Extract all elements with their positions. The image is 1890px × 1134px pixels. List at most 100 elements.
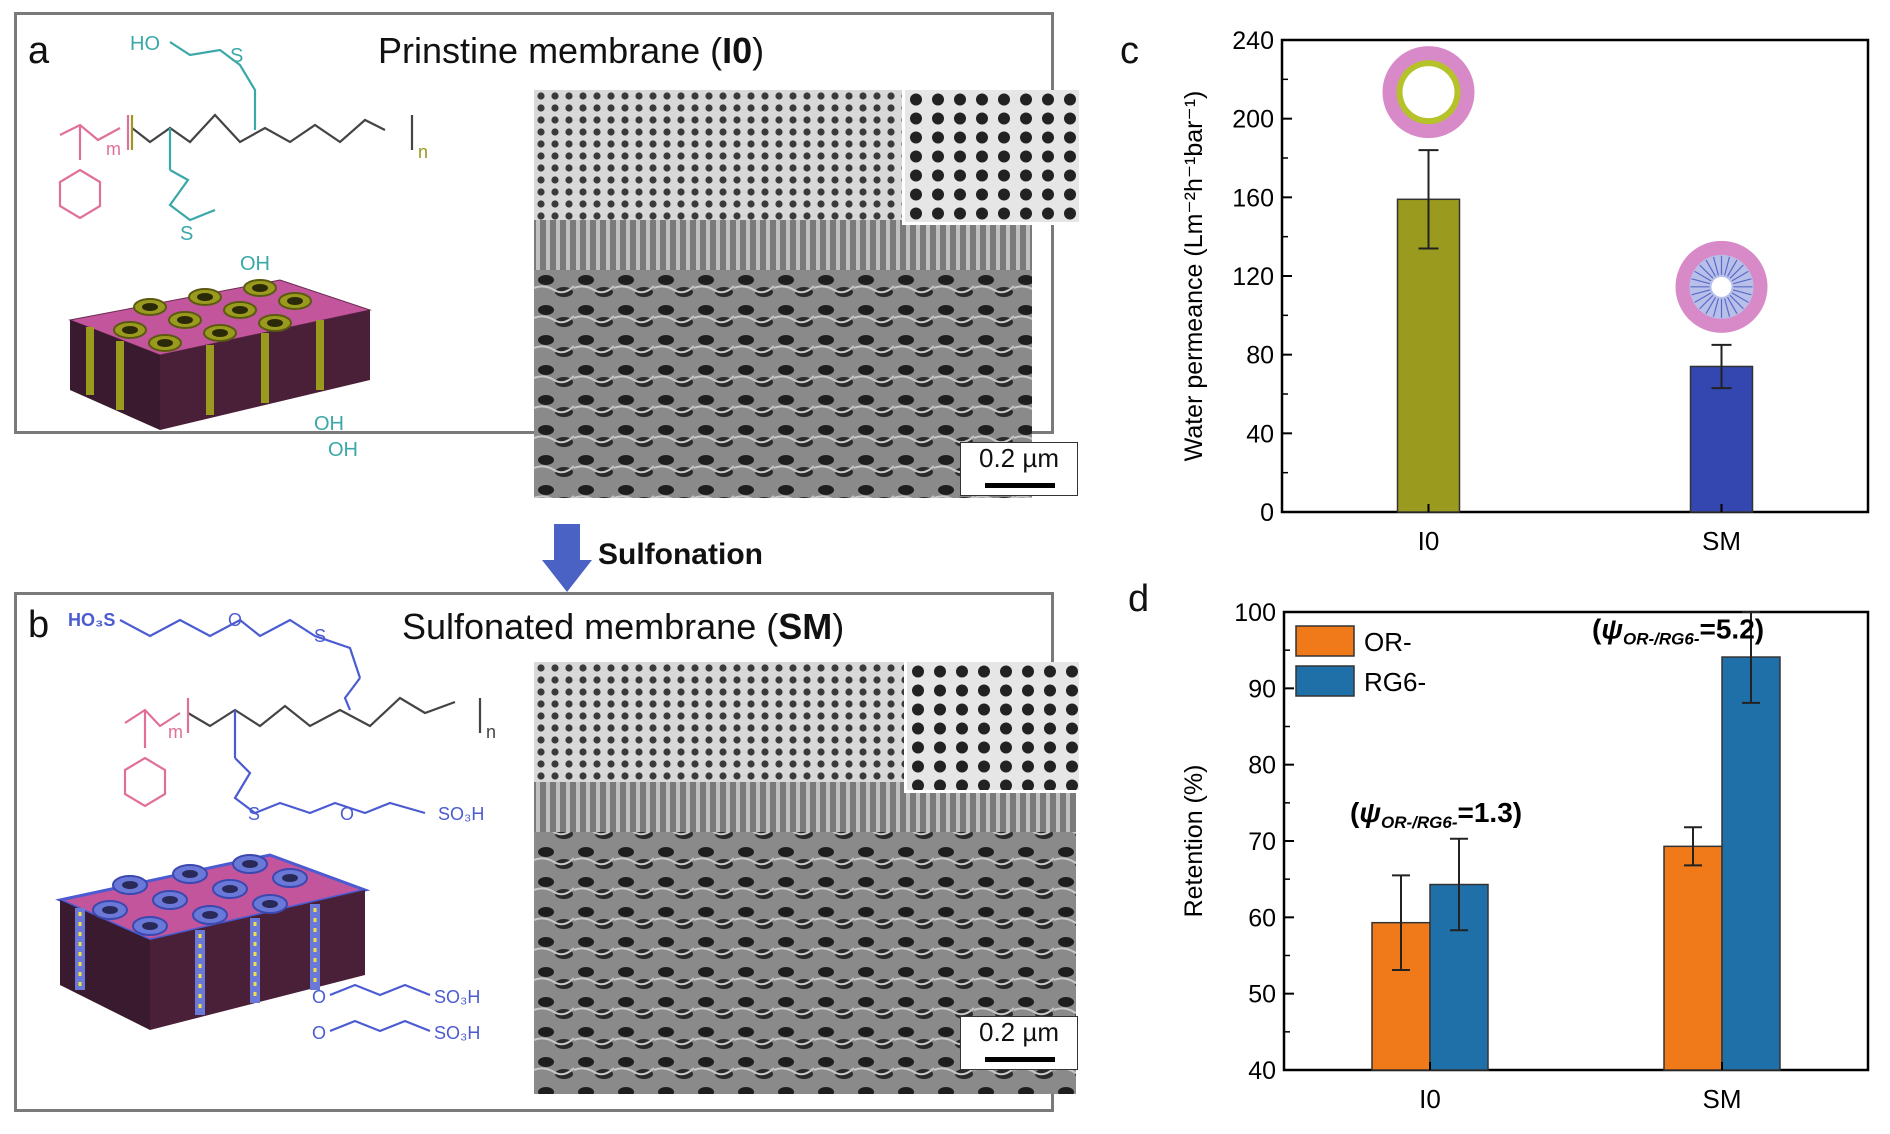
panel-b-title-end: ) [832,606,845,647]
sem-image-a [534,90,1032,498]
chart-c-pore-sm-brush-4 [1726,296,1738,314]
chem-b-o2: O [312,1023,326,1043]
panel-a-title-text: Prinstine membrane ( [378,30,723,71]
sem-inset-b [904,662,1079,793]
chem-b-n: n [486,722,496,742]
chart-c-pore-sm-brush-11 [1691,289,1711,296]
panel-a-title-bold: I0 [722,30,753,71]
chart-c-pore-sm-brush-14 [1694,270,1712,282]
chart-c-ytick-label-6: 240 [1232,27,1274,55]
panel-b-title: Sulfonated membrane (SM) [402,606,844,648]
chart-c-ytick-label-2: 80 [1246,342,1274,370]
chem-a-oh2: OH [328,439,358,461]
chart-c-pore-sm-brush-10 [1694,292,1712,303]
chart-d-legend-label-OR-: OR- [1364,627,1412,657]
chart-c-pore-sm-brush-21 [1729,264,1744,279]
chart-c-ytick-label-4: 160 [1232,184,1274,212]
chart-c-xtick-label-SM: SM [1702,526,1741,556]
chart-c-pore-sm-brush-1 [1732,289,1752,296]
chem-b-so3h1: SO₃H [434,987,480,1007]
panel-b-letter: b [28,604,50,646]
chem-b-sulfonic-pair: O SO₃H O SO₃H [312,983,480,1043]
chart-c-pore-sm-brush-5 [1724,298,1731,317]
chem-b-so3h-mid: SO₃H [438,804,484,824]
chem-structure-b: HO₃S O S m n S O SO₃H [68,610,496,824]
membrane-block-a [68,279,372,430]
chart-d-ytick-label-2: 60 [1248,904,1276,932]
chart-c-pore-sm-brush-19 [1724,256,1731,276]
chart-c-pore-sm-brush-17 [1712,256,1719,276]
chart-c-pore-sm-brush-20 [1726,259,1738,277]
chart-c-pore-sm-brush-2 [1731,292,1749,303]
chem-a-s-mid: S [180,223,193,245]
panel-d-letter: d [1128,578,1150,620]
chart-c-ytick-label-3: 120 [1232,263,1274,291]
chem-a-m: m [106,139,121,159]
chart-c-pore-sm-brush-7 [1712,298,1719,317]
chart-c-ylabel: Water permeance (Lm⁻²h⁻¹bar⁻¹) [1180,91,1208,462]
chem-b-o1: O [312,987,326,1007]
chart-c-pore-sm-brush-8 [1705,296,1717,314]
chart-c-pore-sm-brush-22 [1731,270,1749,282]
chart-d-ylabel: Retention (%) [1180,765,1208,918]
panel-c-letter: c [1120,30,1139,72]
chart-d-ytick-label-0: 40 [1248,1057,1276,1085]
chart-d-xtick-label-I0: I0 [1419,1084,1441,1114]
chart-d-bar-OR--SM [1663,845,1723,1071]
panel-b-title-bold: SM [778,606,833,647]
chart-d-annotation-SM: (ψOR-/RG6-=5.2) [1592,614,1764,649]
sulfonation-arrow [542,524,592,592]
chem-a-oh-mid: OH [240,253,270,275]
scale-bar-b-label: 0.2 µm [978,1017,1059,1047]
membrane-block-b [55,853,371,1030]
chart-c-pore-sm-open [1711,276,1732,297]
chart-c: 0 40 80 120 160 200 240 Water permeance (Lm⁻²h⁻… [1180,27,1870,556]
chart-c-pore-sm-brush-16 [1705,259,1717,277]
chart-d-ytick-label-5: 90 [1248,675,1276,703]
chem-b-o-top: O [228,610,242,630]
chem-structure-a: HO S m n S OH [58,33,428,275]
chem-a-s-top: S [230,45,243,67]
chem-b-s-mid: S [248,804,260,824]
chem-a-n: n [418,142,428,162]
chem-a-oh-pair: OH OH [314,413,358,461]
chem-b-so3h2: SO₃H [434,1023,480,1043]
chem-a-ho-top: HO [130,33,160,55]
chart-c-ytick-label-1: 40 [1246,420,1274,448]
chart-d: 40 50 60 70 80 90 100 Retention (%) I0 SM OR- RG6- (… [1180,599,1870,1114]
chart-c-pore-sm-brush-13 [1691,278,1711,285]
scale-bar-b-line [985,1057,1055,1062]
scale-bar-b: 0.2 µm [960,1016,1078,1070]
panel-a-title: Prinstine membrane (I0) [378,30,764,72]
panel-a-title-end: ) [752,30,765,71]
chart-d-ytick-label-3: 70 [1248,828,1276,856]
scale-bar-a-label: 0.2 µm [978,443,1059,473]
chart-d-legend-swatch-OR- [1295,625,1355,657]
scale-bar-a: 0.2 µm [960,442,1078,496]
chart-c-frame [1280,38,1870,514]
panel-b-title-text: Sulfonated membrane ( [402,606,779,647]
chart-d-legend-label-RG6-: RG6- [1364,667,1426,697]
chem-b-m: m [168,722,183,742]
sulfonation-label: Sulfonation [598,538,763,571]
chem-b-s-top: S [314,626,326,646]
chart-d-xtick-label-SM: SM [1703,1084,1742,1114]
chart-d-ytick-label-1: 50 [1248,981,1276,1009]
chem-a-oh1: OH [314,413,344,435]
chart-c-pore-sm-brush-3 [1729,294,1744,310]
chart-c-xtick-label-I0: I0 [1418,526,1440,556]
chart-c-ytick-label-0: 0 [1260,499,1274,527]
chart-c-ytick-label-5: 200 [1232,106,1274,134]
scale-bar-a-line [985,483,1055,488]
chart-d-annotation-I0: (ψOR-/RG6-=1.3) [1350,797,1522,832]
chart-d-bar-RG6--SM [1721,656,1781,1071]
chart-c-pore-sm-brush-15 [1699,264,1714,279]
chart-c-pore-sm-brush-23 [1732,278,1752,285]
chart-c-pore-sm-brush-9 [1699,294,1714,310]
chem-b-so3s: HO₃S [68,610,115,630]
panel-a-letter: a [28,30,50,72]
sem-inset-a [902,90,1079,225]
chart-d-ytick-label-4: 80 [1248,752,1276,780]
chart-d-ytick-label-6: 100 [1234,599,1276,627]
chem-b-o-mid: O [340,804,354,824]
